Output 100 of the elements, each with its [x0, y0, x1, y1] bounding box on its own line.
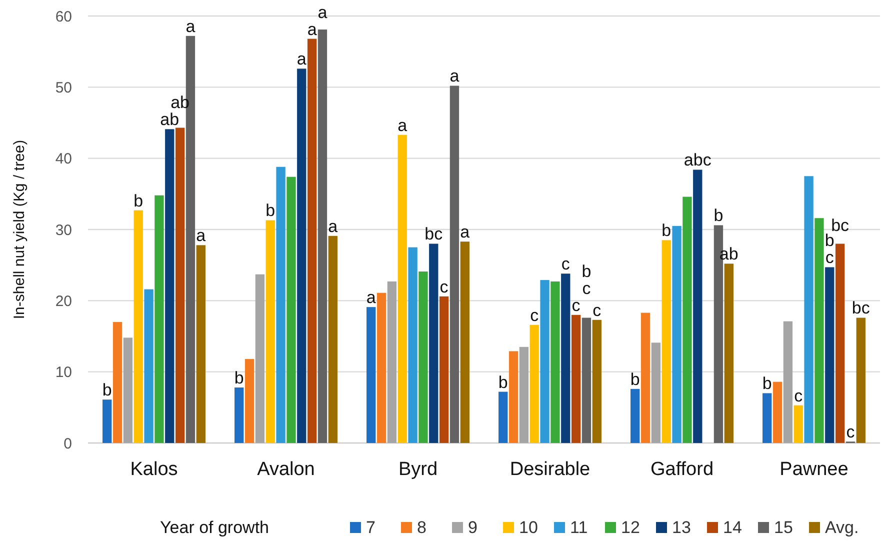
x-tick-label: Byrd — [398, 459, 438, 480]
x-tick-label: Avalon — [257, 459, 315, 480]
bar — [123, 338, 133, 443]
bar — [693, 170, 702, 443]
bar — [244, 359, 254, 443]
y-tick-label: 50 — [55, 79, 72, 96]
data-label: c — [846, 422, 856, 442]
bar — [429, 244, 438, 443]
data-label: b — [498, 372, 508, 392]
bar — [387, 281, 397, 443]
x-tick-label: Pawnee — [780, 459, 848, 480]
bar — [196, 245, 206, 443]
legend-label: 9 — [468, 518, 478, 537]
bar — [266, 220, 275, 443]
bar — [307, 38, 317, 443]
data-label: bc — [852, 298, 870, 318]
bar — [508, 351, 518, 443]
data-label: a — [307, 20, 318, 39]
data-label: c — [592, 300, 602, 320]
data-label: b — [266, 201, 276, 220]
data-label: c — [530, 306, 540, 325]
bar — [297, 68, 306, 443]
legend-label: 7 — [366, 518, 376, 537]
data-label: a — [398, 116, 408, 135]
bar — [165, 129, 174, 443]
bar — [814, 218, 824, 443]
bar — [408, 247, 418, 443]
legend-label: 8 — [417, 518, 426, 537]
data-label: a — [196, 226, 206, 246]
bar — [592, 320, 602, 443]
legend-label: 11 — [570, 518, 588, 537]
bar — [175, 128, 185, 443]
data-label: a — [366, 288, 376, 308]
bar — [724, 264, 734, 443]
bar — [856, 318, 866, 443]
bar — [682, 196, 692, 443]
data-label: b — [234, 368, 244, 388]
legend-title: Year of growth — [160, 518, 269, 537]
data-label: a — [460, 222, 470, 242]
legend-label: 14 — [723, 518, 742, 537]
bar — [112, 322, 122, 443]
y-tick-label: 60 — [55, 8, 72, 26]
data-label: a — [328, 216, 338, 236]
data-label: c — [572, 296, 581, 315]
bar — [762, 393, 772, 443]
y-tick-label: 0 — [64, 435, 72, 452]
bar — [530, 324, 539, 443]
y-tick-label: 30 — [55, 222, 72, 239]
bar — [439, 296, 449, 443]
bar — [519, 346, 529, 443]
bar — [460, 242, 470, 443]
legend-label: 15 — [774, 518, 793, 537]
data-label: bc — [424, 224, 444, 244]
bar — [651, 342, 661, 443]
y-tick-label: 20 — [55, 292, 72, 310]
legend-label: 13 — [672, 518, 691, 537]
legend-label: 10 — [519, 518, 538, 537]
legend-label: 12 — [621, 518, 640, 537]
bar — [276, 166, 286, 443]
y-tick-label: 40 — [55, 150, 72, 168]
data-label: c — [561, 254, 570, 274]
bar — [450, 86, 460, 443]
bar — [255, 274, 265, 443]
y-axis-title: In-shell nut yield (Kg / tree) — [11, 140, 28, 320]
bar — [550, 281, 560, 443]
bar — [783, 321, 793, 443]
data-label: c — [794, 386, 804, 406]
x-tick-label: Desirable — [510, 459, 590, 480]
data-label: ab — [160, 110, 180, 130]
bar — [134, 210, 143, 443]
data-label: c — [440, 277, 449, 296]
data-label: a — [450, 66, 460, 86]
data-label: b — [102, 380, 112, 400]
bar — [630, 388, 640, 443]
data-label: b — [762, 374, 772, 394]
bar — [561, 274, 570, 443]
data-label: b — [134, 191, 144, 210]
bar — [376, 292, 386, 443]
bar — [328, 236, 338, 443]
bar — [366, 307, 376, 443]
data-label: b — [714, 206, 724, 226]
bar — [571, 314, 581, 443]
bar — [804, 176, 814, 443]
bar — [144, 289, 154, 443]
data-label: b — [630, 370, 640, 389]
bar — [794, 405, 803, 443]
data-label: a — [186, 16, 196, 36]
bar — [234, 387, 244, 443]
bar — [540, 280, 550, 443]
bar — [672, 226, 682, 443]
bar — [835, 244, 845, 443]
data-label: abc — [684, 150, 712, 170]
bar — [286, 176, 296, 443]
bar — [772, 382, 782, 443]
legend-label: Avg. — [825, 518, 859, 537]
bar — [398, 134, 407, 443]
bar — [640, 312, 650, 443]
bar — [418, 271, 428, 443]
y-tick-label: 10 — [55, 364, 72, 382]
bar — [825, 267, 834, 443]
